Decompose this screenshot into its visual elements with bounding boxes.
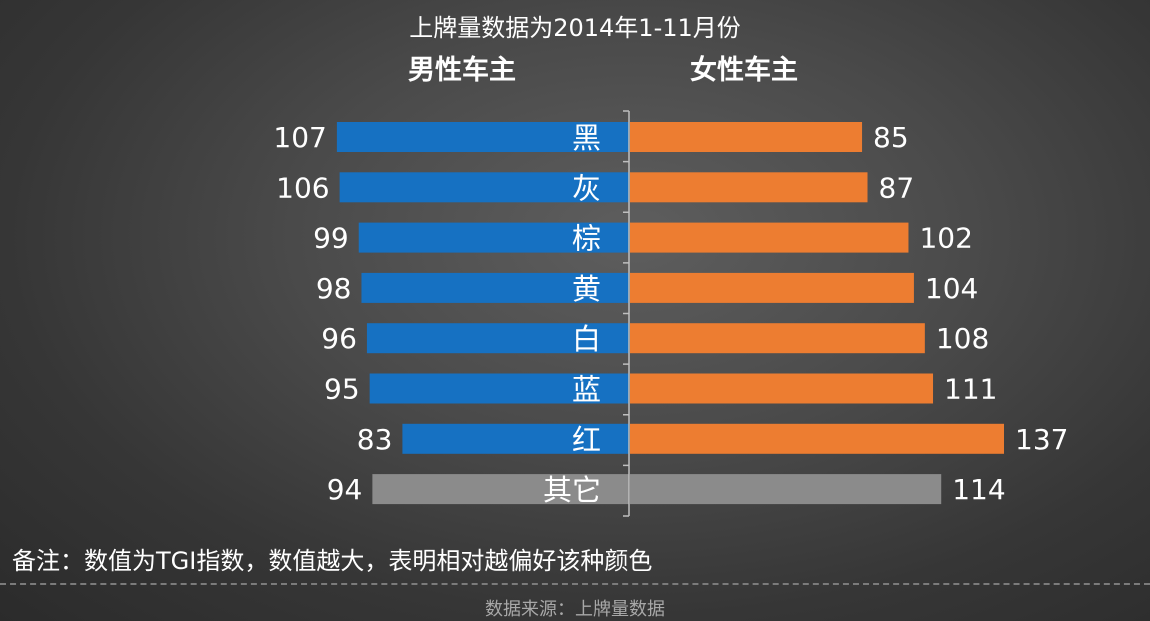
female-value-label: 114 — [952, 473, 1005, 506]
color-category-label: 其它 — [543, 473, 601, 507]
color-category-label: 白 — [572, 322, 601, 356]
female-bar — [630, 323, 925, 354]
female-value-label: 87 — [879, 171, 915, 204]
male-owner-title: 男性车主 — [408, 55, 516, 86]
female-bar — [630, 222, 909, 253]
male-value-label: 98 — [316, 272, 352, 305]
color-category-label: 灰 — [572, 171, 601, 205]
female-bar — [630, 474, 942, 505]
male-value-label: 106 — [276, 171, 329, 204]
female-value-label: 104 — [925, 272, 978, 305]
male-bar — [369, 373, 629, 404]
female-bar — [630, 373, 934, 404]
data-source: 数据来源：上牌量数据 — [485, 599, 665, 620]
male-bar — [358, 222, 629, 253]
chart-subtitle: 上牌量数据为2014年1-11月份 — [409, 14, 741, 42]
male-value-label: 95 — [324, 373, 360, 406]
male-bar — [336, 122, 629, 152]
color-category-label: 蓝 — [572, 373, 601, 407]
female-bar — [630, 122, 863, 152]
male-bar — [402, 423, 629, 454]
female-bar — [630, 423, 1005, 454]
color-category-label: 黑 — [572, 121, 601, 155]
footnote: 备注：数值为TGI指数，数值越大，表明相对越偏好该种颜色 — [12, 547, 653, 575]
female-value-label: 85 — [873, 121, 909, 154]
male-bar — [372, 474, 629, 505]
male-value-label: 96 — [321, 322, 357, 355]
male-bar — [366, 323, 629, 354]
female-owner-title: 女性车主 — [690, 55, 798, 86]
male-bar — [361, 272, 629, 303]
male-value-label: 83 — [357, 423, 393, 456]
female-bar — [630, 172, 868, 203]
male-bar — [339, 172, 629, 203]
dashed-divider — [0, 583, 1150, 585]
male-value-label: 99 — [313, 222, 349, 255]
female-bar — [630, 272, 914, 303]
female-value-label: 111 — [944, 373, 997, 406]
female-value-label: 108 — [936, 322, 989, 355]
female-value-label: 102 — [919, 222, 972, 255]
female-value-label: 137 — [1015, 423, 1068, 456]
color-category-label: 红 — [572, 423, 601, 457]
male-value-label: 94 — [327, 473, 363, 506]
color-category-label: 黄 — [572, 272, 601, 306]
color-category-label: 棕 — [572, 222, 601, 256]
male-value-label: 107 — [273, 121, 326, 154]
